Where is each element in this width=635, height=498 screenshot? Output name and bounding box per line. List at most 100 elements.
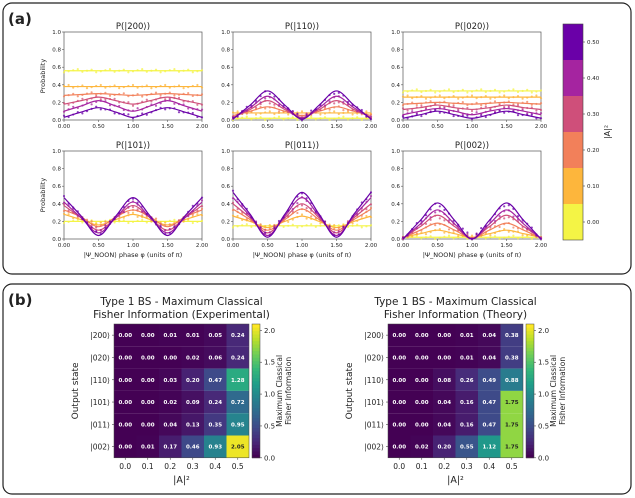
fisher-colorbar-band xyxy=(526,384,534,388)
data-point xyxy=(503,217,506,220)
y-tick-label: 0.0 xyxy=(52,118,61,124)
data-point xyxy=(287,117,290,120)
data-point xyxy=(498,95,501,98)
x-tick-label: 2.00 xyxy=(535,124,548,130)
data-point xyxy=(264,228,267,231)
data-point xyxy=(466,114,469,117)
heatmap-value: 0.49 xyxy=(482,378,496,384)
y-tick-label: 0.6 xyxy=(221,65,230,71)
x-tick-label: 0.50 xyxy=(261,243,274,249)
data-point xyxy=(415,113,418,116)
heatmap-cell xyxy=(136,413,159,436)
data-point xyxy=(507,209,510,212)
data-point xyxy=(296,205,299,208)
data-point xyxy=(443,235,446,238)
data-point xyxy=(484,94,487,98)
data-point xyxy=(516,94,520,98)
fisher-colorbar-band xyxy=(526,407,534,412)
data-point xyxy=(530,237,533,240)
data-point xyxy=(530,233,533,237)
heatmap-cell xyxy=(204,324,227,347)
data-point xyxy=(452,104,455,108)
data-point xyxy=(72,211,75,214)
x-tick-label: 1.00 xyxy=(296,124,309,130)
data-point xyxy=(305,217,308,220)
fisher-colorbar-label: Fisher Information xyxy=(284,357,293,425)
data-point xyxy=(81,97,84,100)
data-point xyxy=(429,231,432,234)
data-point xyxy=(351,108,354,112)
heatmap-cell xyxy=(433,413,456,436)
data-point xyxy=(424,108,428,111)
data-point xyxy=(526,113,529,116)
data-point xyxy=(245,115,248,118)
fisher-colorbar-frame xyxy=(525,323,535,459)
data-point xyxy=(95,226,98,229)
heatmap-value: 0.13 xyxy=(186,422,200,428)
data-point xyxy=(526,233,529,237)
fisher-colorbar-band xyxy=(526,374,534,378)
fisher-colorbar-band xyxy=(252,410,260,415)
data-point xyxy=(415,106,418,109)
data-point xyxy=(480,96,483,99)
data-point xyxy=(62,209,66,213)
heatmap-value: 0.17 xyxy=(163,445,177,451)
data-point xyxy=(177,223,181,226)
y-tick-label: 0.8 xyxy=(221,48,230,54)
data-point xyxy=(81,84,84,87)
data-point xyxy=(99,83,102,87)
data-point xyxy=(356,223,359,226)
data-point xyxy=(461,96,464,99)
data-point xyxy=(236,214,239,218)
data-point xyxy=(319,215,322,218)
data-point xyxy=(136,201,139,204)
fisher-colorbar-tick-label: 1.5 xyxy=(264,359,275,367)
data-point xyxy=(406,234,409,237)
x-tick-label: 0.4 xyxy=(209,462,221,471)
data-point xyxy=(177,93,181,96)
data-point xyxy=(539,97,543,100)
y-tick-label: |200⟩ xyxy=(364,331,384,340)
data-point xyxy=(365,208,368,211)
data-point xyxy=(81,70,84,73)
data-point xyxy=(90,97,93,100)
data-point xyxy=(136,86,139,89)
y-tick-label: 0.6 xyxy=(52,65,61,71)
data-point xyxy=(493,225,497,228)
colorbar-band xyxy=(563,60,583,96)
data-point xyxy=(259,112,262,115)
data-point xyxy=(168,86,171,89)
data-point xyxy=(314,118,317,121)
data-point xyxy=(493,235,497,238)
data-point xyxy=(141,68,144,71)
data-point xyxy=(145,212,148,216)
data-point xyxy=(187,85,190,89)
y-axis-label: Probability xyxy=(39,178,47,213)
data-point xyxy=(67,94,70,97)
data-point xyxy=(429,104,432,108)
heatmap-value: 0.00 xyxy=(141,355,155,361)
data-point xyxy=(231,226,235,229)
data-point xyxy=(145,94,148,97)
data-point xyxy=(333,96,336,99)
x-tick-label: 1.00 xyxy=(296,243,309,249)
data-point xyxy=(498,103,501,107)
data-point xyxy=(411,107,414,111)
fisher-colorbar-band xyxy=(526,324,534,328)
data-point xyxy=(136,219,139,222)
data-point xyxy=(196,115,199,119)
fisher-colorbar-band xyxy=(526,344,534,348)
data-point xyxy=(264,107,267,110)
data-point xyxy=(346,100,350,104)
data-point xyxy=(254,106,258,109)
heatmap-value: 0.55 xyxy=(460,445,474,451)
data-point xyxy=(150,220,153,223)
data-point xyxy=(62,114,66,117)
data-point xyxy=(447,234,451,237)
data-point xyxy=(108,94,112,97)
data-point xyxy=(245,112,248,115)
fisher-colorbar-band xyxy=(526,431,534,435)
data-point xyxy=(104,100,107,103)
data-point xyxy=(503,94,506,97)
data-point xyxy=(122,216,125,219)
